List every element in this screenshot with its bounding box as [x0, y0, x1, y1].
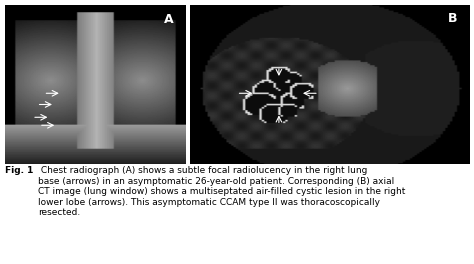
Text: Fig. 1: Fig. 1	[5, 166, 33, 175]
Text: Chest radiograph (A) shows a subtle focal radiolucency in the right lung
base (a: Chest radiograph (A) shows a subtle foca…	[38, 166, 406, 217]
Text: A: A	[164, 13, 173, 26]
Text: B: B	[448, 12, 457, 25]
